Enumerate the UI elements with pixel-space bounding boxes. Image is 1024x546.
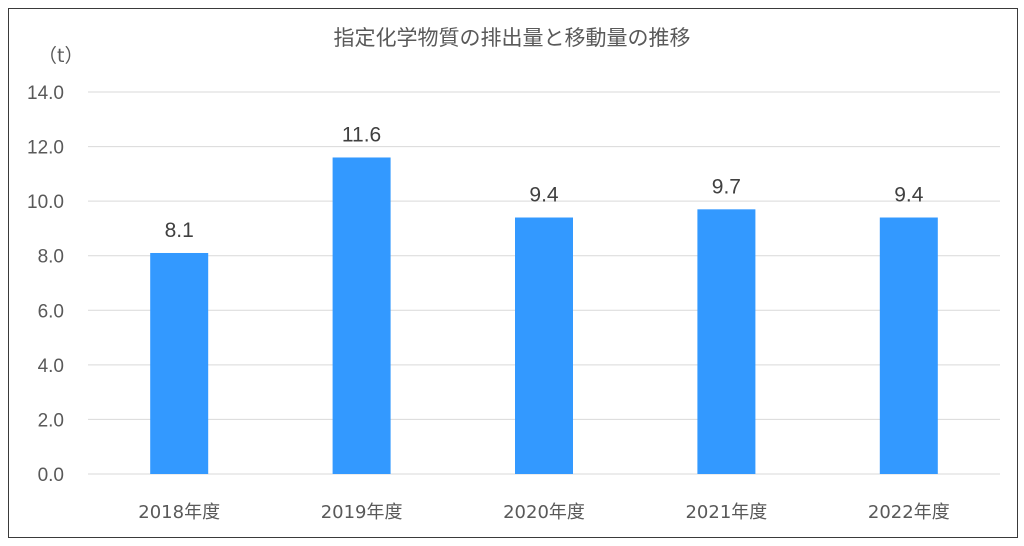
x-category-label: 2019年度 [321,502,403,523]
bar [515,217,573,474]
bar [150,252,209,474]
bar [697,209,756,475]
x-category-label: 2018年度 [138,502,220,523]
y-tick-label: 6.0 [38,301,64,322]
y-tick-label: 4.0 [38,356,64,377]
y-tick-label: 12.0 [27,138,64,159]
chart-title: 指定化学物質の排出量と移動量の推移 [334,26,691,50]
bar-value-label: 9.4 [894,184,924,207]
y-axis-unit-label: （t） [38,45,83,67]
bar [332,157,391,474]
data-labels: 8.1 11.6 9.4 9.7 9.4 [165,123,924,242]
y-tick-label: 0.0 [38,465,64,486]
x-category-label: 2020年度 [503,502,585,523]
bar [879,217,938,474]
bar-value-label: 9.7 [712,175,741,198]
y-tick-label: 2.0 [38,410,64,431]
x-category-label: 2022年度 [868,502,950,523]
y-tick-label: 10.0 [27,192,64,213]
y-tick-label: 8.0 [38,247,64,268]
y-axis-ticks: 0.0 2.0 4.0 6.0 8.0 10.0 12.0 14.0 [27,83,64,486]
x-category-label: 2021年度 [685,502,767,523]
bars [150,157,938,475]
bar-value-label: 8.1 [165,219,194,242]
x-axis-categories: 2018年度 2019年度 2020年度 2021年度 2022年度 [138,502,949,523]
bar-value-label: 11.6 [342,123,381,146]
y-tick-label: 14.0 [27,83,64,104]
bar-value-label: 9.4 [529,184,559,207]
